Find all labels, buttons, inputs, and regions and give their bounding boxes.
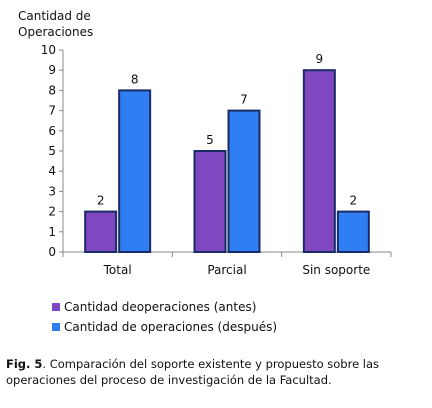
y-tick-label: 7 — [48, 104, 56, 118]
data-label: 7 — [240, 93, 248, 107]
y-axis-title: Cantidad de Operaciones — [18, 8, 93, 40]
y-tick-label: 5 — [48, 144, 56, 158]
bar-despues — [118, 89, 152, 254]
x-tick-label: Sin soporte — [302, 263, 370, 277]
legend-label-antes: Cantidad deoperaciones (antes) — [64, 300, 257, 314]
y-tick-label: 9 — [48, 63, 56, 77]
y-tick-label: 8 — [48, 83, 56, 97]
legend-item-despues: Cantidad de operaciones (después) — [52, 317, 277, 337]
y-tick-label: 0 — [48, 245, 56, 259]
y-axis-title-line-2: Operaciones — [18, 25, 94, 39]
data-label: 2 — [97, 194, 105, 208]
y-tick-label: 1 — [48, 225, 56, 239]
figure-caption-label: Fig. 5 — [6, 357, 43, 371]
bar-despues — [227, 109, 261, 253]
bar-antes — [84, 210, 118, 254]
legend-item-antes: Cantidad deoperaciones (antes) — [52, 297, 277, 317]
y-tick-label: 10 — [41, 43, 56, 57]
y-tick-label: 4 — [48, 164, 56, 178]
y-tick-label: 2 — [48, 205, 56, 219]
figure-caption-text: . Comparación del soporte existente y pr… — [6, 357, 380, 387]
y-tick-label: 6 — [48, 124, 56, 138]
legend: Cantidad deoperaciones (antes) Cantidad … — [52, 297, 277, 337]
bar-chart: 0 1 2 3 4 5 6 7 8 9 10 Total 2 8 Parcial 5 7 Sin soporte 9… — [41, 43, 392, 277]
bar-antes — [193, 150, 227, 253]
legend-swatch-despues — [52, 323, 60, 331]
bar-despues — [336, 210, 370, 254]
y-tick-label: 3 — [48, 184, 56, 198]
figure-caption: Fig. 5. Comparación del soporte existent… — [6, 356, 430, 388]
x-tick-label: Parcial — [207, 263, 246, 277]
data-label: 2 — [350, 194, 358, 208]
legend-swatch-antes — [52, 303, 60, 311]
x-tick-label: Total — [103, 263, 132, 277]
y-axis-title-line-1: Cantidad de — [18, 9, 91, 23]
legend-label-despues: Cantidad de operaciones (después) — [64, 320, 278, 334]
bar-antes — [302, 69, 336, 253]
data-label: 8 — [131, 72, 139, 86]
data-label: 5 — [206, 133, 214, 147]
data-label: 9 — [316, 52, 324, 66]
